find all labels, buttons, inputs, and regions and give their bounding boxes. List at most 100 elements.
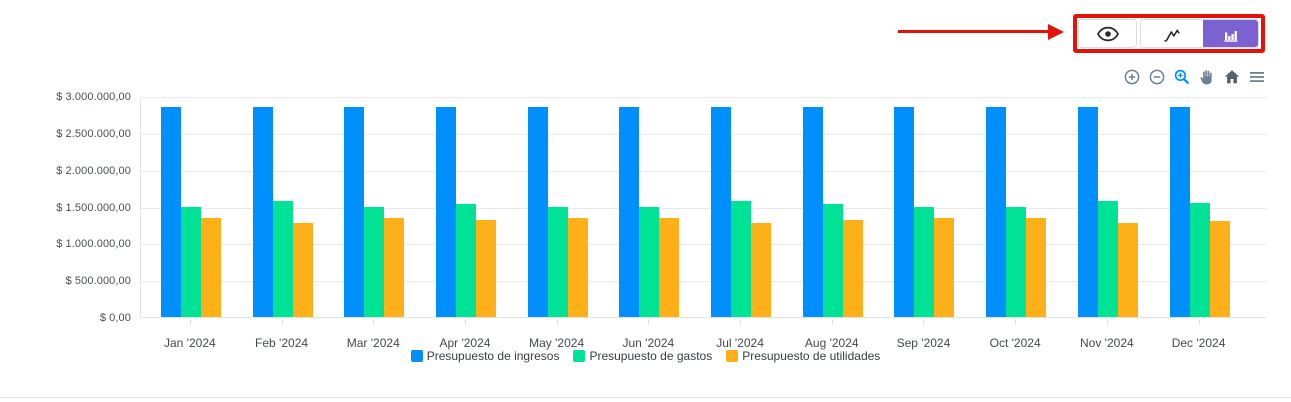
x-axis-tick: [1106, 319, 1108, 325]
bar-utilidades: [1117, 223, 1138, 317]
bar-ingresos: [1077, 107, 1098, 317]
bar-utilidades: [384, 217, 405, 317]
x-axis-label: Aug '2024: [804, 336, 859, 350]
chart-legend: Presupuesto de ingresos Presupuesto de ga…: [0, 349, 1291, 363]
y-axis-label: $ 2.000.000,00: [56, 164, 131, 177]
selection-zoom-icon[interactable]: [1173, 68, 1191, 86]
bar-gastos: [822, 204, 843, 317]
bar-gastos: [1006, 206, 1027, 317]
x-axis-tick: [189, 319, 191, 325]
bar-utilidades: [200, 217, 221, 317]
annotation-arrow-head: [1048, 24, 1064, 40]
x-axis-label: Mar '2024: [346, 336, 400, 350]
bar-ingresos: [1169, 107, 1190, 317]
chart-toolbar: [1123, 68, 1266, 86]
bar-utilidades: [751, 223, 772, 317]
x-axis-label: Jun '2024: [622, 336, 675, 350]
bar-utilidades: [659, 217, 680, 317]
bar-ingresos: [435, 107, 456, 317]
bar-gastos: [364, 206, 385, 317]
x-axis-tick: [1198, 319, 1200, 325]
gridline: [141, 133, 1266, 135]
x-axis-tick: [1015, 319, 1017, 325]
x-axis-label: Sep '2024: [896, 336, 951, 350]
bar-ingresos: [711, 107, 732, 317]
legend-label: Presupuesto de ingresos: [426, 349, 560, 363]
gridline: [141, 207, 1266, 209]
bar-utilidades: [1026, 217, 1047, 317]
x-axis-label: Jul '2024: [716, 336, 764, 350]
view-toggle-group: [1073, 14, 1265, 53]
x-axis-tick: [556, 319, 558, 325]
bar-utilidades: [475, 219, 496, 317]
eye-button[interactable]: [1078, 19, 1137, 48]
x-axis-label: Apr '2024: [439, 336, 491, 350]
x-axis-label: Nov '2024: [1080, 336, 1134, 350]
legend-marker: [573, 350, 586, 362]
x-axis-tick: [831, 319, 833, 325]
eye-icon: [1096, 25, 1120, 43]
legend-marker: [410, 350, 423, 362]
x-axis-label: Dec '2024: [1171, 336, 1226, 350]
menu-icon[interactable]: [1248, 68, 1266, 86]
bar-gastos: [1097, 200, 1118, 317]
zoom-in-icon[interactable]: [1123, 68, 1141, 86]
gridline: [141, 97, 1266, 98]
bar-chart-button[interactable]: [1203, 20, 1258, 47]
bar-utilidades: [292, 223, 313, 317]
bar-ingresos: [986, 107, 1007, 317]
legend-label: Presupuesto de utilidades: [742, 349, 881, 363]
bar-ingresos: [344, 107, 365, 317]
bar-gastos: [639, 206, 660, 317]
x-axis-tick: [740, 319, 742, 325]
line-chart-icon: [1162, 26, 1182, 44]
bar-ingresos: [252, 107, 273, 317]
x-axis-tick: [648, 319, 650, 325]
bar-gastos: [180, 206, 201, 317]
bar-gastos: [547, 206, 568, 317]
x-axis-tick: [464, 319, 466, 325]
x-axis-label: May '2024: [529, 336, 585, 350]
legend-item[interactable]: Presupuesto de gastos: [573, 349, 712, 363]
x-axis-label: Feb '2024: [255, 336, 309, 350]
legend-marker: [726, 350, 739, 362]
bar-gastos: [914, 206, 935, 317]
home-icon[interactable]: [1223, 68, 1241, 86]
bar-utilidades: [1209, 221, 1230, 317]
x-axis-label: Jan '2024: [164, 336, 216, 350]
y-axis-label: $ 1.000.000,00: [56, 238, 131, 251]
bar-utilidades: [842, 219, 863, 317]
x-axis-tick: [281, 319, 283, 325]
bar-ingresos: [619, 107, 640, 317]
chart-plot-area: [140, 97, 1266, 318]
gridline: [141, 244, 1266, 246]
bar-chart-icon: [1222, 27, 1239, 43]
line-chart-button[interactable]: [1141, 20, 1203, 47]
x-axis-tick: [923, 319, 925, 325]
x-axis-tick: [373, 319, 375, 325]
annotation-arrow: [898, 30, 1050, 33]
bar-gastos: [272, 200, 293, 317]
legend-item[interactable]: Presupuesto de utilidades: [726, 349, 880, 363]
y-axis-label: $ 1.500.000,00: [56, 201, 131, 214]
legend-item[interactable]: Presupuesto de ingresos: [410, 349, 560, 363]
bar-gastos: [455, 204, 476, 317]
zoom-out-icon[interactable]: [1148, 68, 1166, 86]
bar-ingresos: [894, 107, 915, 317]
pan-icon[interactable]: [1198, 68, 1216, 86]
y-axis-label: $ 0,00: [99, 312, 131, 324]
chart-type-toggle: [1140, 19, 1259, 48]
bottom-divider: [0, 397, 1291, 398]
bar-gastos: [1189, 202, 1210, 317]
x-axis-label: Oct '2024: [989, 336, 1041, 350]
bar-utilidades: [934, 217, 955, 317]
gridline: [141, 281, 1266, 283]
bar-utilidades: [567, 217, 588, 317]
bar-gastos: [731, 200, 752, 317]
bar-ingresos: [527, 107, 548, 317]
y-axis-label: $ 500.000,00: [65, 275, 131, 288]
bar-ingresos: [802, 107, 823, 317]
gridline: [141, 170, 1266, 172]
legend-label: Presupuesto de gastos: [589, 349, 713, 363]
